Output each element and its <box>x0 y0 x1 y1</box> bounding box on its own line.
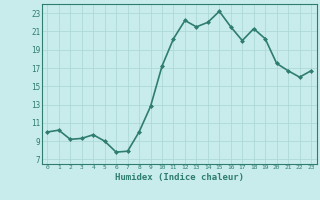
X-axis label: Humidex (Indice chaleur): Humidex (Indice chaleur) <box>115 173 244 182</box>
